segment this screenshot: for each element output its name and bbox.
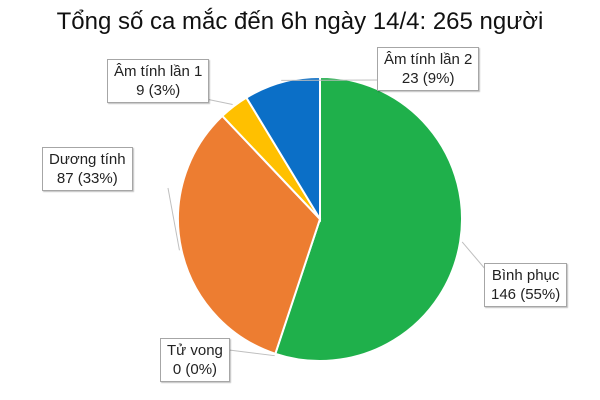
data-label-tu-vong-value: 0 (0%) — [172, 361, 218, 378]
data-label-tu-vong: Tử vong 0 (0%) — [160, 338, 230, 382]
data-label-binh-phuc-name: Bình phục — [491, 267, 560, 284]
data-label-duong-tinh: Dương tính 87 (33%) — [42, 147, 133, 191]
data-label-am-tinh-lan-1-name: Âm tính lần 1 — [114, 63, 203, 80]
data-label-am-tinh-lan-2-value: 23 (9%) — [401, 70, 455, 87]
pie-slice-am-tinh-lan-2 — [244, 75, 321, 223]
leader-line-binh-phuc — [461, 241, 487, 271]
leader-line-tu-vong — [228, 349, 275, 357]
data-label-duong-tinh-value: 87 (33%) — [56, 170, 118, 187]
data-label-am-tinh-lan-1: Âm tính lần 1 9 (3%) — [107, 59, 210, 103]
leader-line-duong-tinh — [167, 187, 180, 251]
data-label-tu-vong-name: Tử vong — [167, 342, 223, 359]
data-label-duong-tinh-name: Dương tính — [49, 151, 126, 168]
data-label-binh-phuc: Bình phục 146 (55%) — [484, 263, 568, 307]
pie-slice-duong-tinh — [177, 114, 322, 356]
data-label-am-tinh-lan-1-value: 9 (3%) — [136, 82, 181, 99]
data-label-am-tinh-lan-2: Âm tính lần 2 23 (9%) — [377, 47, 480, 91]
data-label-am-tinh-lan-2-name: Âm tính lần 2 — [384, 51, 473, 68]
data-label-binh-phuc-value: 146 (55%) — [491, 286, 561, 303]
pie-slice-binh-phuc — [274, 75, 463, 362]
chart-title: Tổng số ca mắc đến 6h ngày 14/4: 265 ngư… — [56, 8, 544, 35]
